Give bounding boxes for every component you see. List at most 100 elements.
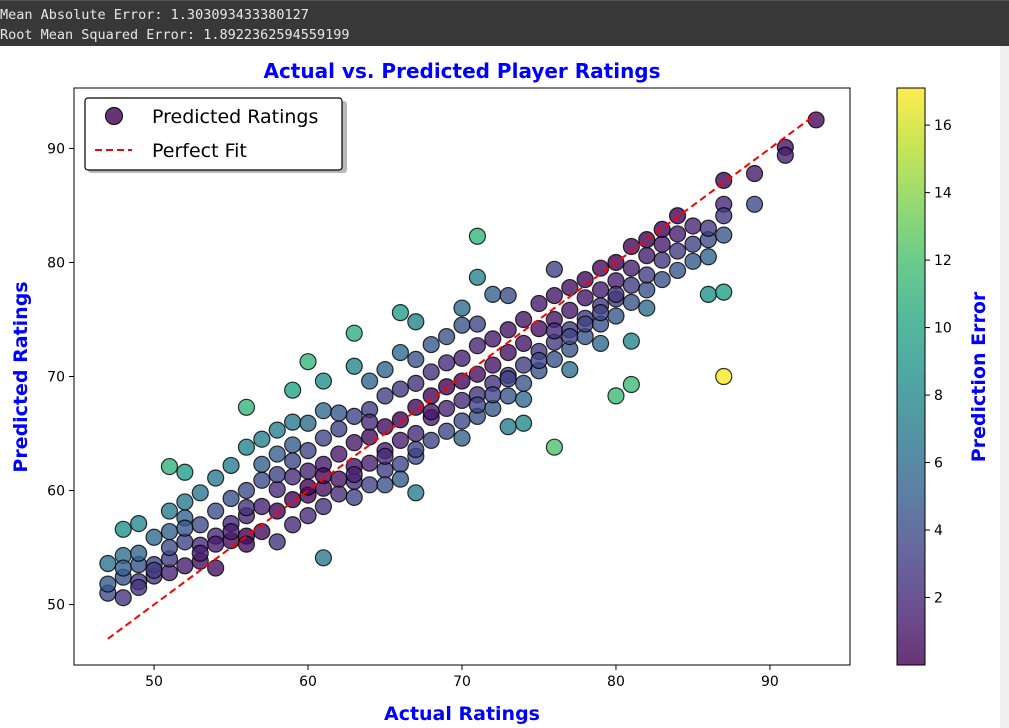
data-point [499, 286, 517, 305]
points-layer [99, 111, 825, 607]
data-point [391, 304, 410, 322]
data-point [422, 335, 440, 354]
data-point [407, 350, 425, 368]
data-point [160, 457, 179, 476]
x-axis-label: Actual Ratings [384, 703, 540, 725]
data-point [407, 424, 425, 443]
colorbar-tick-label: 2 [934, 591, 943, 607]
data-point [345, 407, 363, 426]
data-point [284, 452, 302, 470]
data-point [561, 361, 579, 379]
data-point [561, 327, 579, 346]
data-point [545, 322, 563, 340]
data-point [684, 235, 702, 253]
data-point [653, 270, 671, 289]
data-point [191, 516, 209, 534]
data-point [484, 330, 502, 348]
data-point [222, 489, 240, 508]
data-point [114, 559, 132, 577]
data-point [622, 375, 640, 394]
data-point [514, 356, 533, 374]
data-point [330, 485, 348, 503]
scatter-figure: Actual vs. Predicted Player Ratings 50 60… [10, 59, 990, 725]
data-point [745, 195, 764, 213]
data-point [591, 259, 610, 277]
data-point [622, 237, 640, 256]
data-point [376, 476, 394, 494]
data-point [376, 361, 394, 379]
data-point [638, 281, 656, 299]
data-point [253, 455, 271, 473]
perfect-fit-line [107, 113, 817, 640]
data-point [391, 411, 410, 429]
data-point [376, 387, 394, 405]
x-tick-label: 70 [453, 674, 471, 690]
data-point [668, 242, 687, 260]
data-point [299, 507, 317, 525]
data-point [407, 313, 425, 331]
y-axis-label: Predicted Ratings [10, 281, 32, 472]
data-point [391, 431, 410, 449]
y-tick-label: 50 [47, 598, 65, 614]
data-point [638, 247, 656, 265]
data-point [715, 283, 733, 301]
data-point [268, 465, 286, 484]
data-point [576, 289, 594, 307]
data-point [684, 217, 702, 235]
data-point [622, 259, 640, 277]
data-point [438, 422, 456, 440]
data-point [591, 304, 610, 322]
data-point [699, 219, 717, 237]
data-point [591, 281, 610, 299]
x-tick-label: 90 [761, 674, 779, 690]
data-point [284, 516, 302, 534]
data-point [638, 266, 656, 284]
data-point [576, 315, 594, 333]
data-point [207, 469, 225, 487]
data-point [361, 372, 379, 390]
y-tick-label: 60 [47, 484, 65, 500]
data-point [684, 252, 702, 270]
data-point [207, 502, 225, 520]
data-point [514, 334, 533, 353]
data-point [160, 502, 179, 520]
data-point [253, 430, 271, 448]
data-point [237, 535, 256, 553]
data-point [160, 522, 179, 541]
colorbar-tick-label: 14 [934, 186, 952, 202]
data-point [345, 324, 363, 342]
data-point [284, 413, 302, 431]
data-point [699, 285, 717, 303]
data-point [176, 557, 194, 575]
x-tick-label: 60 [299, 674, 317, 690]
data-point [284, 381, 302, 399]
legend-marker-icon [105, 107, 123, 125]
data-point [114, 589, 132, 607]
data-point [391, 455, 410, 473]
y-tick-label: 70 [47, 370, 65, 386]
data-point [561, 301, 579, 319]
cell-output: Mean Absolute Error: 1.303093433380127 R… [0, 0, 1009, 46]
data-point [345, 488, 363, 506]
data-point [422, 363, 440, 381]
data-point [191, 484, 209, 502]
data-point [99, 554, 117, 573]
data-point [438, 354, 456, 372]
data-point [376, 447, 394, 465]
data-point [468, 268, 486, 286]
data-point [653, 251, 671, 269]
data-point [237, 481, 256, 500]
data-point [668, 225, 687, 243]
x-tick-label: 80 [607, 674, 625, 690]
data-point [530, 351, 548, 370]
data-point [468, 365, 486, 383]
legend-entry-perfect-fit: Perfect Fit [152, 140, 247, 162]
data-point [514, 310, 533, 329]
data-point [499, 418, 517, 436]
data-point [222, 522, 240, 541]
data-point [591, 334, 610, 353]
data-point [453, 299, 471, 317]
scrollbar[interactable] [1000, 46, 1009, 728]
data-point [499, 387, 517, 405]
mae-text: Mean Absolute Error: 1.303093433380127 [0, 7, 309, 23]
